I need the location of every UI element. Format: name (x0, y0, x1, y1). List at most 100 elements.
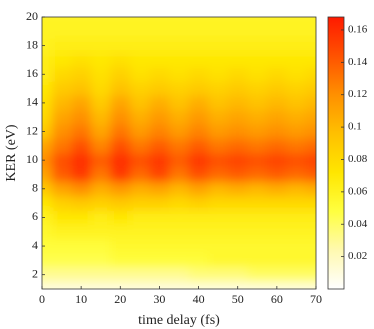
heatmap-cell (286, 281, 307, 289)
heatmap-cell (51, 181, 72, 197)
heatmap-cell (149, 81, 170, 97)
heatmap-cell (42, 181, 53, 197)
heatmap-cell (110, 224, 131, 240)
x-tick-label: 40 (193, 292, 205, 306)
heatmap-cell (169, 38, 190, 54)
heatmap-cell (267, 167, 288, 183)
heatmap-cell (42, 253, 53, 269)
heatmap-cell (71, 110, 92, 125)
heatmap-cell (130, 24, 151, 39)
heatmap-cell (110, 167, 131, 183)
heatmap-cell (110, 210, 131, 226)
heatmap-cell (208, 153, 229, 168)
heatmap-cell (90, 267, 111, 283)
heatmap-cell (42, 95, 53, 111)
heatmap-cell (71, 95, 92, 111)
heatmap-cell (306, 253, 316, 269)
heatmap-cell (130, 95, 151, 111)
heatmap-cell (188, 110, 209, 125)
heatmap-cell (169, 267, 190, 283)
heatmap-cell (267, 24, 288, 39)
heatmap-cell (149, 253, 170, 269)
heatmap-cell (110, 81, 131, 97)
x-axis-label: time delay (fs) (138, 313, 220, 328)
heatmap-cell (149, 38, 170, 54)
heatmap-cell (286, 253, 307, 269)
heatmap-cell (51, 267, 72, 283)
heatmap-cell (169, 195, 190, 211)
heatmap-cell (90, 253, 111, 269)
heatmap-cell (286, 67, 307, 82)
y-tick-label: 12 (26, 123, 38, 137)
colorbar-tick-label: 0.04 (348, 218, 368, 230)
heatmap-cell (247, 24, 268, 39)
heatmap-cell (227, 138, 248, 154)
y-axis-label: KER (eV) (4, 124, 19, 181)
heatmap-cell (42, 281, 53, 289)
heatmap-cell (188, 24, 209, 39)
heatmap-cell (188, 281, 209, 289)
x-tick-label: 0 (39, 292, 45, 306)
heatmap-cell (227, 17, 248, 25)
heatmap-cell (188, 153, 209, 168)
heatmap-cell (227, 238, 248, 254)
heatmap-cell (110, 181, 131, 197)
heatmap-cell (71, 24, 92, 39)
heatmap-cell (149, 210, 170, 226)
heatmap-cell (188, 124, 209, 140)
heatmap-cell (149, 181, 170, 197)
y-tick-label: 8 (32, 181, 38, 195)
heatmap-cell (71, 195, 92, 211)
heatmap-cell (286, 81, 307, 97)
heatmap-cell (130, 238, 151, 254)
heatmap-cell (306, 24, 316, 39)
heatmap-cell (247, 52, 268, 68)
heatmap-cell (169, 281, 190, 289)
heatmap-cell (169, 138, 190, 154)
heatmap-cell (130, 17, 151, 25)
heatmap-cell (227, 267, 248, 283)
heatmap-cell (149, 52, 170, 68)
heatmap-cell (208, 110, 229, 125)
heatmap-cell (247, 110, 268, 125)
heatmap-cell (51, 17, 72, 25)
heatmap-cell (130, 110, 151, 125)
heatmap-cell (306, 67, 316, 82)
heatmap-cell (169, 24, 190, 39)
heatmap-cell (286, 95, 307, 111)
heatmap-cell (306, 267, 316, 283)
heatmap-cell (71, 210, 92, 226)
heatmap-cell (208, 124, 229, 140)
heatmap-cell (169, 124, 190, 140)
heatmap-cell (267, 253, 288, 269)
heatmap-cell (188, 67, 209, 82)
heatmap-cell (188, 253, 209, 269)
heatmap-cell (188, 224, 209, 240)
heatmap-cell (169, 52, 190, 68)
colorbar-tick-label: 0.12 (348, 88, 367, 100)
heatmap (42, 17, 316, 289)
heatmap-cell (169, 167, 190, 183)
heatmap-cell (149, 153, 170, 168)
heatmap-cell (188, 52, 209, 68)
heatmap-cell (247, 238, 268, 254)
heatmap-cell (208, 167, 229, 183)
heatmap-cell (51, 110, 72, 125)
heatmap-cell (188, 267, 209, 283)
heatmap-cell (306, 195, 316, 211)
heatmap-cell (286, 224, 307, 240)
heatmap-cell (306, 281, 316, 289)
heatmap-cell (267, 195, 288, 211)
heatmap-cell (208, 195, 229, 211)
heatmap-cell (51, 138, 72, 154)
y-tick-label: 14 (26, 95, 38, 109)
heatmap-cell (169, 67, 190, 82)
heatmap-cell (267, 138, 288, 154)
colorbar-tick-label: 0.16 (348, 23, 368, 35)
heatmap-cell (149, 195, 170, 211)
heatmap-cell (227, 124, 248, 140)
heatmap-cell (306, 181, 316, 197)
y-tick-label: 2 (32, 266, 38, 280)
heatmap-cell (110, 17, 131, 25)
heatmap-cell (51, 195, 72, 211)
